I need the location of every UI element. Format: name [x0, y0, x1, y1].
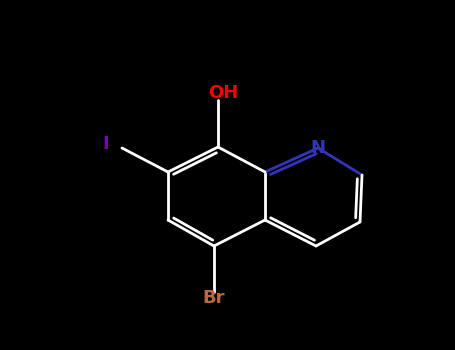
Text: I: I [103, 135, 109, 153]
Text: N: N [310, 139, 325, 157]
Text: OH: OH [208, 84, 238, 102]
Text: Br: Br [203, 289, 225, 307]
